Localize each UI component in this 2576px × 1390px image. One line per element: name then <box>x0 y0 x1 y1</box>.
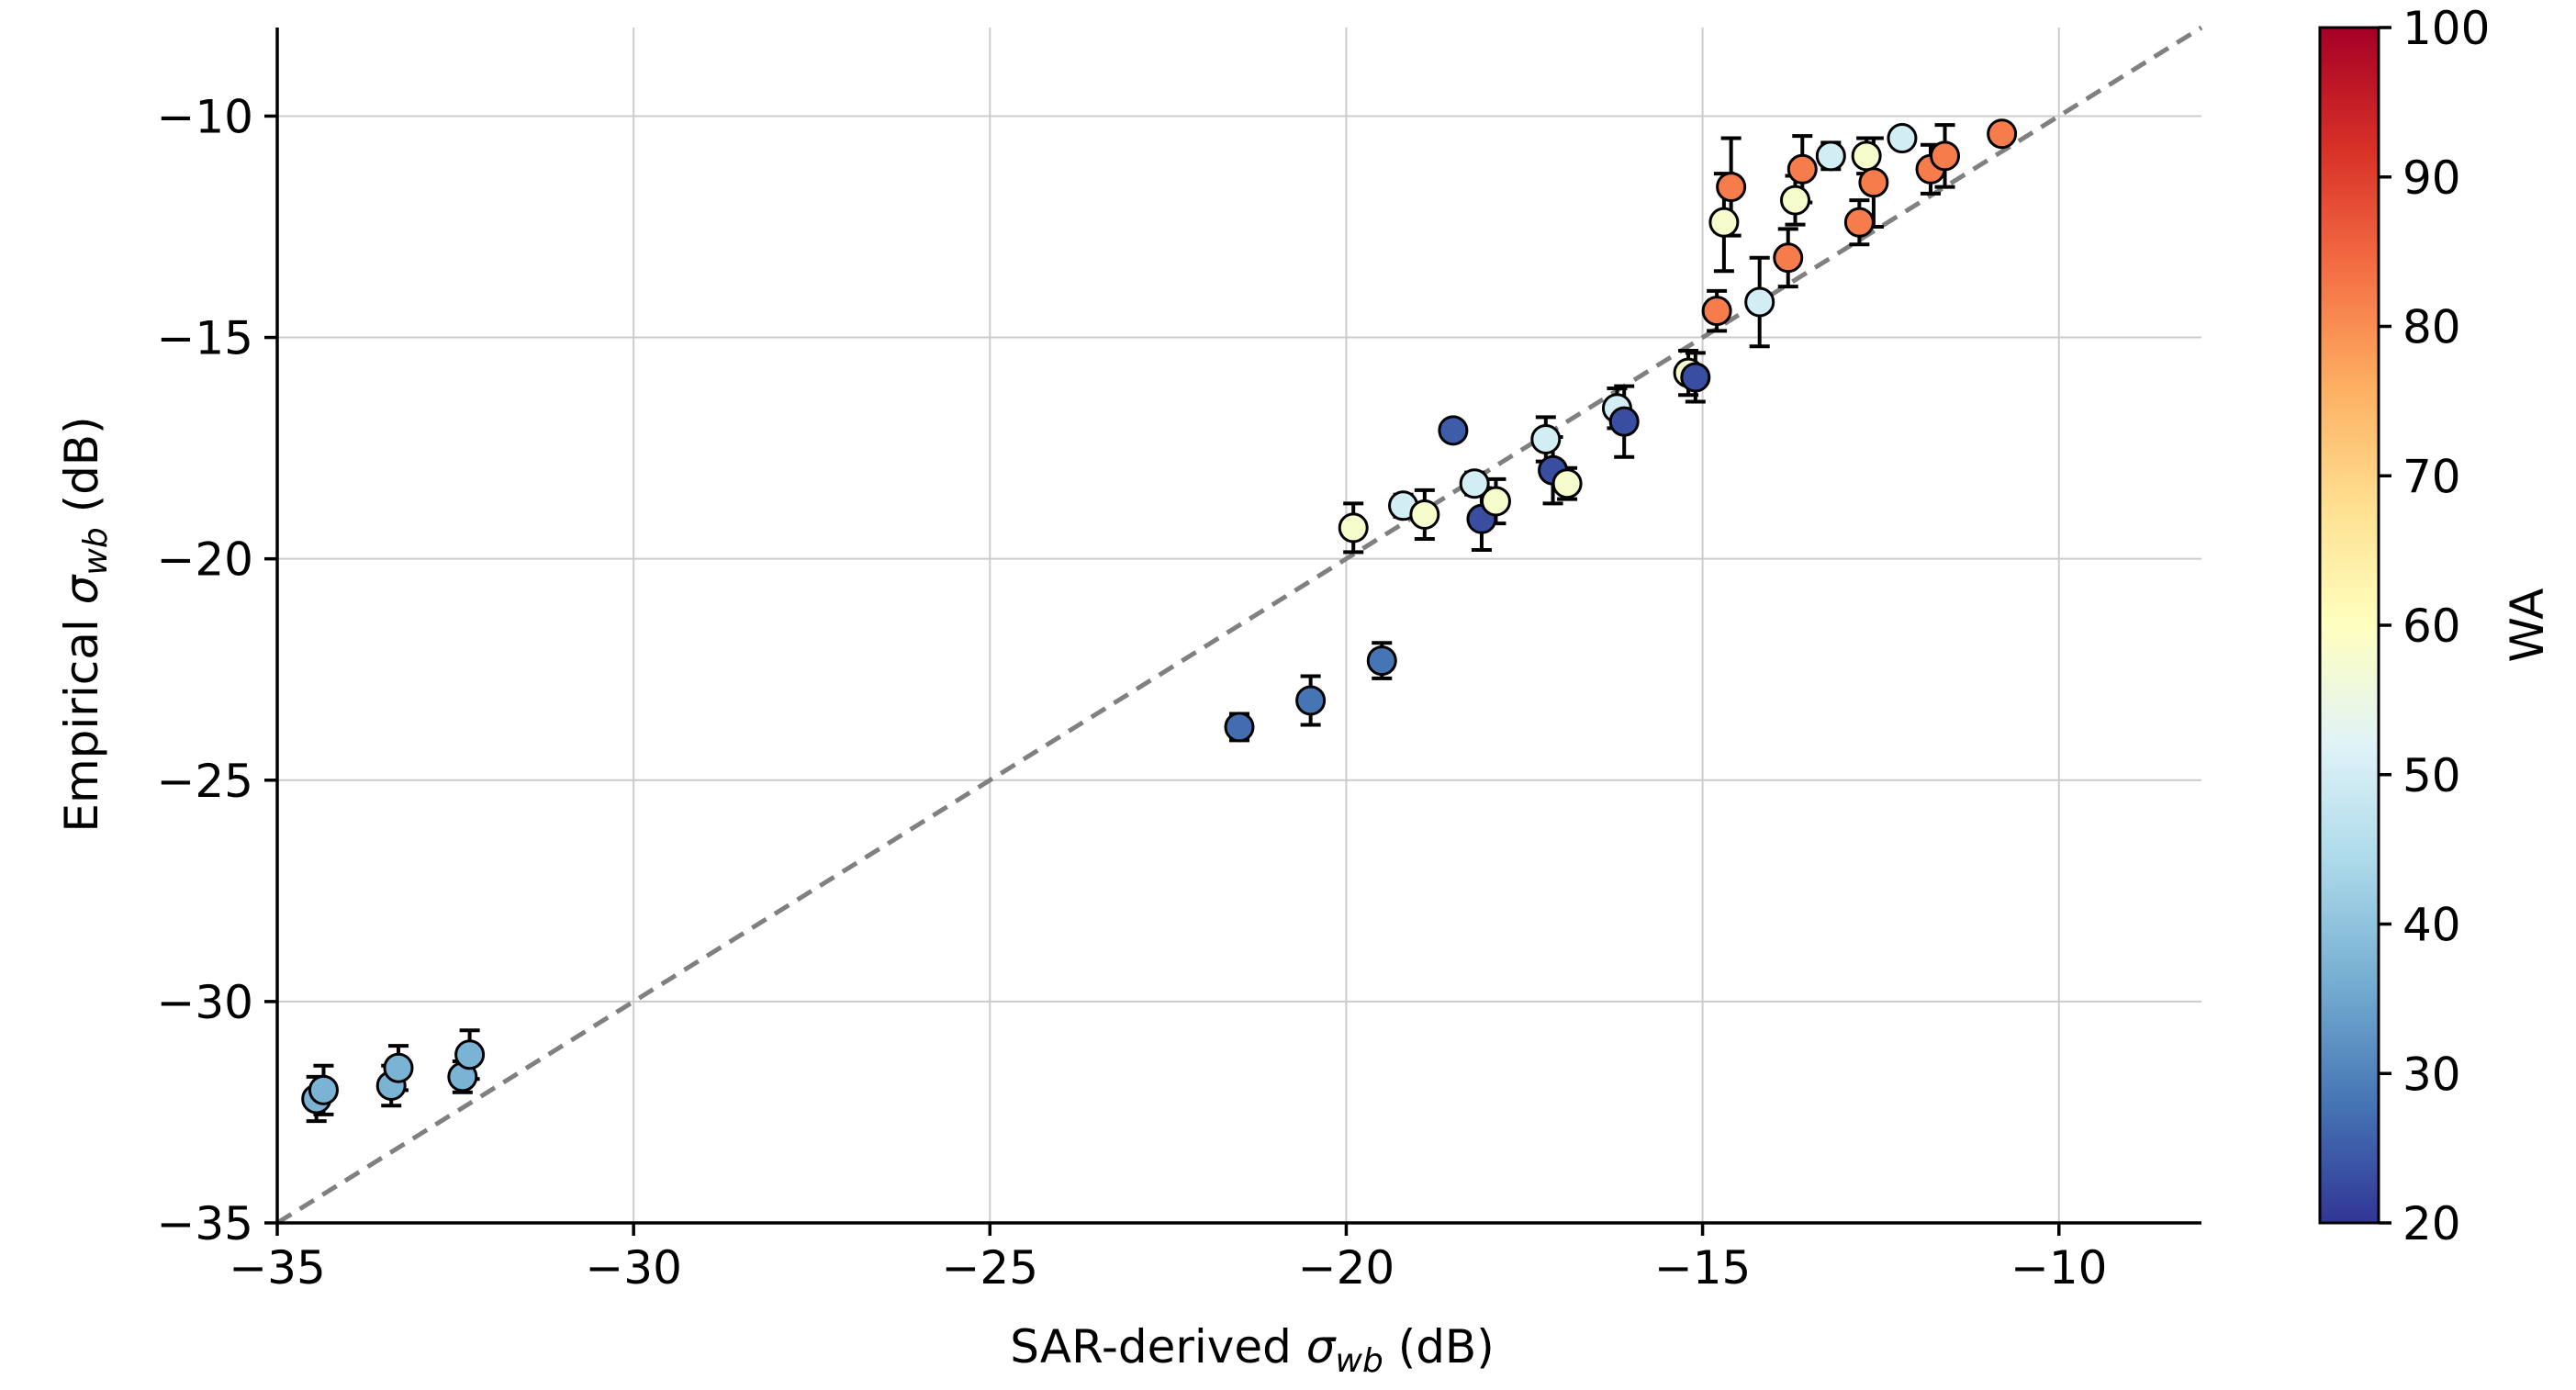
data-point <box>1987 118 2018 150</box>
one-to-one-reference-line <box>275 25 2203 1226</box>
y-axis-ticks: −35 −30 −25 −20 −15 −10 <box>156 90 277 1250</box>
x-tick-label: −10 <box>2010 1241 2108 1295</box>
data-point <box>1786 153 1818 185</box>
colorbar-tick-label: 40 <box>2402 899 2461 952</box>
x-axis-title: SAR-derived σwb (dB) <box>1010 1320 1495 1380</box>
data-point <box>1530 423 1562 454</box>
data-point <box>1887 123 1918 154</box>
data-point <box>1295 685 1327 716</box>
data-point <box>1815 140 1846 172</box>
x-tick-label: −20 <box>1298 1241 1395 1295</box>
colorbar-tick-label: 100 <box>2402 2 2490 55</box>
colorbar-tick-label: 20 <box>2402 1197 2461 1250</box>
x-tick-label: −25 <box>942 1241 1039 1295</box>
data-point <box>1701 296 1732 327</box>
error-bars <box>306 123 2012 1124</box>
colorbar-tick-label: 90 <box>2402 151 2461 205</box>
data-point <box>1409 499 1440 530</box>
data-point <box>383 1052 414 1083</box>
data-point <box>1744 286 1775 318</box>
data-point <box>1224 712 1255 743</box>
data-point <box>1843 207 1875 238</box>
y-tick-label: −30 <box>156 976 253 1029</box>
x-axis-ticks: −35 −30 −25 −20 −15 −10 <box>229 1223 2108 1295</box>
y-tick-label: −15 <box>156 312 253 365</box>
data-points <box>301 118 2018 1115</box>
colorbar: 20 30 40 50 60 70 80 90 100 WA <box>2318 2 2554 1250</box>
data-point <box>1608 406 1640 437</box>
colorbar-ticks: 20 30 40 50 60 70 80 90 100 <box>2379 2 2490 1250</box>
data-point <box>1851 140 1882 172</box>
colorbar-gradient <box>2318 26 2380 1225</box>
x-tick-label: −35 <box>229 1241 326 1295</box>
data-point <box>1366 645 1397 677</box>
plot-axes <box>275 28 2201 1225</box>
y-tick-label: −20 <box>156 533 253 587</box>
y-axis-title: Empirical σwb (dB) <box>55 416 115 832</box>
x-tick-label: −30 <box>585 1241 682 1295</box>
colorbar-tick-label: 30 <box>2402 1048 2461 1101</box>
data-point <box>1480 486 1511 517</box>
colorbar-tick-label: 80 <box>2402 301 2461 354</box>
x-tick-label: −15 <box>1654 1241 1752 1295</box>
data-point <box>454 1039 486 1071</box>
data-point <box>1773 242 1804 274</box>
data-point <box>1930 140 1961 172</box>
data-point <box>1780 185 1811 216</box>
data-point <box>1716 172 1747 203</box>
y-tick-label: −10 <box>156 90 253 143</box>
y-tick-label: −35 <box>156 1197 253 1250</box>
data-point <box>1680 362 1711 393</box>
colorbar-tick-label: 50 <box>2402 749 2461 802</box>
data-point <box>1858 167 1889 198</box>
colorbar-tick-label: 70 <box>2402 450 2461 503</box>
data-point <box>1438 415 1469 446</box>
data-point <box>1459 468 1490 499</box>
data-point <box>1551 468 1583 499</box>
data-point <box>1338 512 1369 544</box>
data-point <box>1708 207 1740 238</box>
data-point <box>308 1074 339 1105</box>
colorbar-tick-label: 60 <box>2402 600 2461 653</box>
colorbar-label: WA <box>2501 589 2554 663</box>
y-tick-label: −25 <box>156 755 253 808</box>
